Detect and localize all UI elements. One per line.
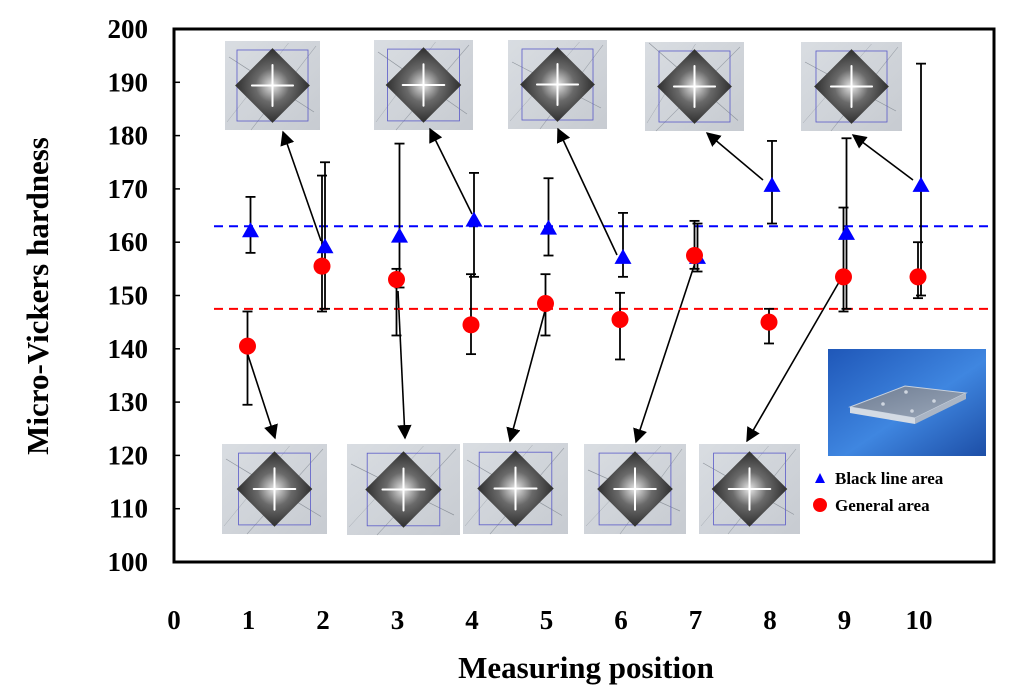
x-tick-label: 8 [763,605,777,635]
black-line-point [838,224,855,240]
arrow [280,130,322,242]
x-tick-label: 10 [906,605,933,635]
legend-label-black-line: Black line area [835,469,944,488]
y-tick-label: 170 [108,174,149,204]
y-tick-label: 120 [108,440,149,470]
y-tick-label: 200 [108,14,149,44]
general-area-point [313,257,331,275]
specimen-photo [828,349,986,456]
micrograph-4 [645,42,744,132]
x-tick-label: 5 [540,605,554,635]
black-line-point [465,211,483,227]
micrograph-10 [699,444,800,535]
black-line-point [242,222,259,238]
general-area-point [388,271,405,289]
legend-triangle-icon [815,473,825,483]
black-line-point [912,176,930,192]
legend-label-general: General area [835,496,930,515]
y-tick-label: 180 [108,121,149,151]
mean-lines [214,225,994,310]
y-tick-label: 110 [109,494,148,524]
micrograph-9 [584,444,686,535]
indentation-arrows [245,127,914,444]
y-tick-label: 150 [108,281,149,311]
general-area-point [835,268,852,286]
arrow [429,127,473,215]
micrograph-1 [225,41,320,131]
x-tick-label: 0 [167,605,181,635]
x-tick-label: 1 [242,605,256,635]
arrow [506,306,547,443]
arrow [245,348,278,440]
micrograph-2 [374,40,473,131]
indentation-micrographs [222,40,902,536]
black-line-point [316,238,334,254]
black-line-point [391,227,408,243]
arrow [851,134,914,181]
micrograph-7 [347,444,460,536]
x-tick-label: 7 [689,605,703,635]
x-axis-title: Measuring position [458,650,714,685]
x-tick-label: 2 [316,605,330,635]
axes: 100 110 120 130 140 150 160 170 180 190 200 0 1 2 3 4 5 6… [108,14,933,635]
general-area-point [239,337,256,355]
x-tick-label: 9 [838,605,852,635]
general-area-point [909,268,927,286]
arrow [633,262,696,444]
arrow [705,132,764,181]
micrograph-5 [801,42,902,132]
general-area-point [537,294,554,312]
legend-circle-icon [813,498,827,512]
micrograph-8 [463,443,568,535]
y-tick-label: 100 [108,547,149,577]
y-tick-label: 140 [108,334,149,364]
x-tick-label: 4 [465,605,479,635]
arrow [397,290,412,440]
black-line-point [763,176,781,192]
black-line-point [614,248,632,264]
arrow [556,127,618,256]
x-tick-label: 6 [614,605,628,635]
y-tick-label: 160 [108,227,149,257]
legend: Black line area General area [813,469,944,515]
general-area-point [611,310,629,328]
y-tick-label: 190 [108,67,149,97]
micrograph-3 [508,40,607,130]
general-area-point [686,247,703,265]
micrograph-6 [222,444,327,535]
black-line-point [540,219,557,235]
x-tick-label: 3 [391,605,405,635]
general-area-point [462,316,480,334]
y-axis-title: Micro-Vickers hardness [20,137,55,455]
arrow [746,276,843,443]
data-points [239,176,930,355]
y-tick-label: 130 [108,387,149,417]
general-area-point [760,313,778,331]
